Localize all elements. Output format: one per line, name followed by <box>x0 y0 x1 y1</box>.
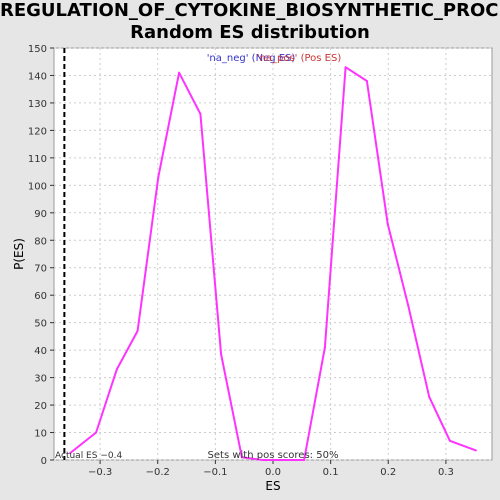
y-tick-label: 20 <box>34 401 47 412</box>
data-point <box>240 456 243 459</box>
y-tick-label: 110 <box>28 154 47 165</box>
y-tick-label: 150 <box>28 44 47 55</box>
chart-title-line2: Random ES distribution <box>130 22 370 43</box>
x-tick-label: −0.1 <box>203 467 227 478</box>
y-tick-label: 80 <box>34 236 47 247</box>
data-point <box>157 176 160 179</box>
data-point <box>323 346 326 349</box>
y-tick-label: 30 <box>34 374 47 385</box>
data-point <box>220 353 223 356</box>
y-tick-label: 100 <box>28 181 47 192</box>
x-tick-label: −0.2 <box>146 467 170 478</box>
axes: 0 10 20 30 40 50 60 70 80 90 100 110 120 130 140 150 −0.… <box>12 44 454 493</box>
series-layer <box>69 66 477 461</box>
x-tick-label: 0.1 <box>323 467 339 478</box>
data-point <box>386 222 389 225</box>
y-tick-label: 140 <box>28 71 47 82</box>
y-tick-label: 40 <box>34 346 47 357</box>
y-tick-label: 130 <box>28 99 47 110</box>
legend-neg-es: 'na_neg' (Neg ES) <box>207 53 296 64</box>
es-distribution-line <box>69 66 477 461</box>
grid-lines <box>54 47 492 461</box>
annotations: Actual ES −0.4 'na_neg' (Neg ES)'na_pos' … <box>55 48 341 461</box>
data-point <box>261 459 264 461</box>
data-point <box>282 459 285 461</box>
y-tick-label: 50 <box>34 319 47 330</box>
y-tick-label: 10 <box>34 429 47 440</box>
data-point <box>95 431 98 434</box>
y-tick-label: 70 <box>34 264 47 275</box>
actual-es-label: Actual ES −0.4 <box>55 451 122 461</box>
data-point <box>199 112 202 115</box>
data-point <box>474 449 477 452</box>
pos-scores-note: Sets with pos scores: 50% <box>208 450 339 461</box>
x-tick-label: 0.3 <box>438 467 454 478</box>
x-tick-label: 0.0 <box>265 467 281 478</box>
y-tick-label: 0 <box>41 456 47 467</box>
data-point <box>178 71 181 74</box>
y-tick-label: 120 <box>28 126 47 137</box>
y-axis-label: P(ES) <box>12 238 26 270</box>
data-point <box>428 395 431 398</box>
y-tick-label: 90 <box>34 209 47 220</box>
y-tick-label: 60 <box>34 291 47 302</box>
legend-pos-es: 'na_pos' (Pos ES) <box>257 53 342 64</box>
data-point <box>448 439 451 442</box>
data-point <box>407 305 410 308</box>
data-point <box>136 329 139 332</box>
data-point <box>365 79 368 82</box>
x-tick-label: −0.3 <box>88 467 112 478</box>
data-point <box>344 66 347 69</box>
data-point <box>69 452 72 455</box>
data-point <box>115 368 118 371</box>
chart-title-line1: REGULATION_OF_CYTOKINE_BIOSYNTHETIC_PROC… <box>0 0 500 21</box>
data-point <box>303 459 306 461</box>
chart-title: REGULATION_OF_CYTOKINE_BIOSYNTHETIC_PROC… <box>0 0 500 44</box>
x-axis-label: ES <box>265 479 280 493</box>
x-tick-label: 0.2 <box>380 467 396 478</box>
